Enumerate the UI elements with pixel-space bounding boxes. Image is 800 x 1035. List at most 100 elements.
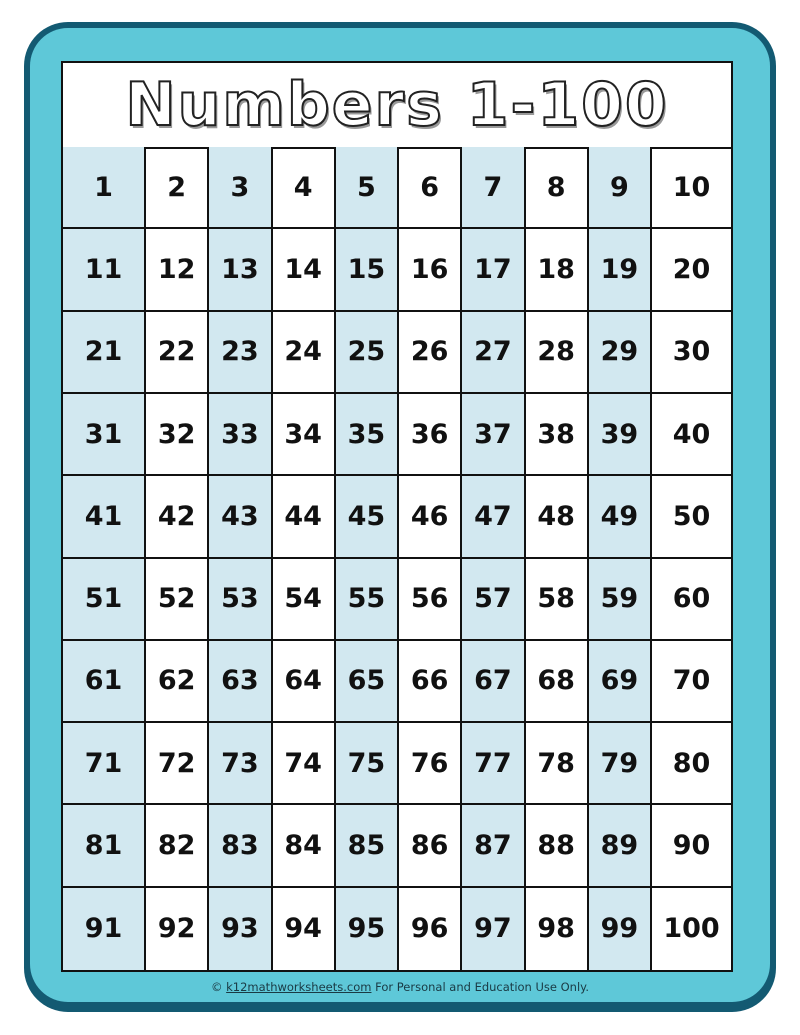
number-cell: 60 xyxy=(652,559,731,641)
footer-text: For Personal and Education Use Only. xyxy=(375,980,589,994)
number-cell: 21 xyxy=(63,311,146,394)
number-cell: 89 xyxy=(588,805,652,888)
number-cell: 98 xyxy=(526,887,589,970)
number-cell: 41 xyxy=(63,476,146,559)
number-cell: 14 xyxy=(272,229,336,312)
number-cell: 8 xyxy=(525,147,589,230)
number-cell: 38 xyxy=(525,393,589,477)
number-cell: 5 xyxy=(335,147,399,230)
number-cell: 82 xyxy=(146,805,210,888)
number-cell: 92 xyxy=(146,887,210,970)
number-cell: 52 xyxy=(146,558,210,641)
number-cell: 63 xyxy=(209,640,273,724)
number-cell: 2 xyxy=(146,147,210,230)
number-cell: 56 xyxy=(399,558,463,641)
number-cell: 83 xyxy=(209,805,273,888)
number-cell: 86 xyxy=(399,805,463,888)
number-cell: 27 xyxy=(462,311,526,394)
number-cell: 68 xyxy=(525,640,589,724)
number-cell: 19 xyxy=(588,229,652,312)
number-cell: 59 xyxy=(588,558,652,641)
chart-title: Numbers 1-100 xyxy=(63,63,731,149)
number-cell: 13 xyxy=(209,229,273,312)
number-cell: 25 xyxy=(335,311,399,394)
number-cell: 11 xyxy=(63,229,146,312)
number-cell: 75 xyxy=(335,723,399,806)
number-cell: 90 xyxy=(652,805,731,888)
number-grid: 1 2 3 4 5 6 7 8 9 10 11 12 13 14 15 16 17 18 19 20 21 22 23 24 2… xyxy=(63,147,731,970)
number-cell: 29 xyxy=(588,311,652,394)
number-cell: 100 xyxy=(663,913,720,945)
number-cell: 39 xyxy=(588,393,652,477)
number-cell: 30 xyxy=(652,312,731,394)
number-cell: 4 xyxy=(272,147,336,230)
number-cell: 12 xyxy=(146,229,210,312)
number-cell: 73 xyxy=(209,723,273,806)
number-cell: 3 xyxy=(209,147,273,230)
website-link[interactable]: k12mathworksheets.com xyxy=(226,980,372,994)
number-cell: 40 xyxy=(652,394,731,477)
number-cell: 42 xyxy=(146,476,210,559)
number-cell: 81 xyxy=(63,805,146,888)
number-cell: 18 xyxy=(525,229,589,312)
number-cell: 70 xyxy=(652,641,731,724)
number-cell: 36 xyxy=(399,393,463,477)
number-cell: 6 xyxy=(399,147,463,230)
number-cell: 55 xyxy=(335,558,399,641)
number-cell: 72 xyxy=(146,723,210,806)
number-cell: 85 xyxy=(335,805,399,888)
number-cell: 43 xyxy=(209,476,273,559)
number-cell: 16 xyxy=(399,229,463,312)
number-cell: 48 xyxy=(525,476,589,559)
number-cell: 34 xyxy=(272,393,336,477)
number-cell: 67 xyxy=(462,640,526,724)
number-cell: 77 xyxy=(462,723,526,806)
number-cell: 99 xyxy=(588,887,652,970)
number-cell: 31 xyxy=(63,393,146,477)
number-cell: 20 xyxy=(652,229,731,312)
number-cell: 93 xyxy=(209,887,273,970)
number-cell: 84 xyxy=(272,805,336,888)
number-cell: 50 xyxy=(652,476,731,559)
number-cell: 80 xyxy=(652,723,731,806)
number-cell: 32 xyxy=(146,393,210,477)
number-cell: 37 xyxy=(462,393,526,477)
number-cell: 95 xyxy=(335,887,399,970)
number-cell: 10 xyxy=(652,147,731,230)
number-cell: 65 xyxy=(335,640,399,724)
number-cell: 57 xyxy=(462,558,526,641)
number-cell: 91 xyxy=(63,887,146,970)
number-cell: 26 xyxy=(399,311,463,394)
number-cell: 79 xyxy=(588,723,652,806)
number-cell: 66 xyxy=(399,640,463,724)
copyright-symbol: © xyxy=(210,980,223,994)
number-cell: 78 xyxy=(525,723,589,806)
number-cell: 87 xyxy=(462,805,526,888)
number-cell: 88 xyxy=(525,805,589,888)
number-cell: 44 xyxy=(272,476,336,559)
number-cell: 54 xyxy=(272,558,336,641)
number-cell: 9 xyxy=(588,147,652,230)
number-cell: 51 xyxy=(63,558,146,641)
number-cell: 47 xyxy=(462,476,526,559)
number-cell: 1 xyxy=(63,147,146,230)
number-cell: 96 xyxy=(399,887,463,970)
number-cell: 58 xyxy=(525,558,589,641)
number-cell: 17 xyxy=(462,229,526,312)
number-cell: 64 xyxy=(272,640,336,724)
number-cell: 23 xyxy=(209,311,273,394)
number-cell: 7 xyxy=(462,147,526,230)
number-cell: 97 xyxy=(462,887,526,970)
number-cell: 69 xyxy=(588,640,652,724)
number-cell: 46 xyxy=(399,476,463,559)
number-cell: 49 xyxy=(588,476,652,559)
number-chart: Numbers 1-100 1 2 3 4 5 6 7 8 9 10 11 12 13 14 15 16 17 1… xyxy=(61,61,733,972)
number-cell: 94 xyxy=(273,887,336,970)
number-cell: 35 xyxy=(335,393,399,477)
number-cell: 33 xyxy=(209,393,273,477)
number-cell: 45 xyxy=(335,476,399,559)
number-cell: 61 xyxy=(63,640,146,724)
number-cell: 71 xyxy=(63,723,146,806)
number-cell: 76 xyxy=(399,723,463,806)
number-cell: 62 xyxy=(146,640,210,724)
